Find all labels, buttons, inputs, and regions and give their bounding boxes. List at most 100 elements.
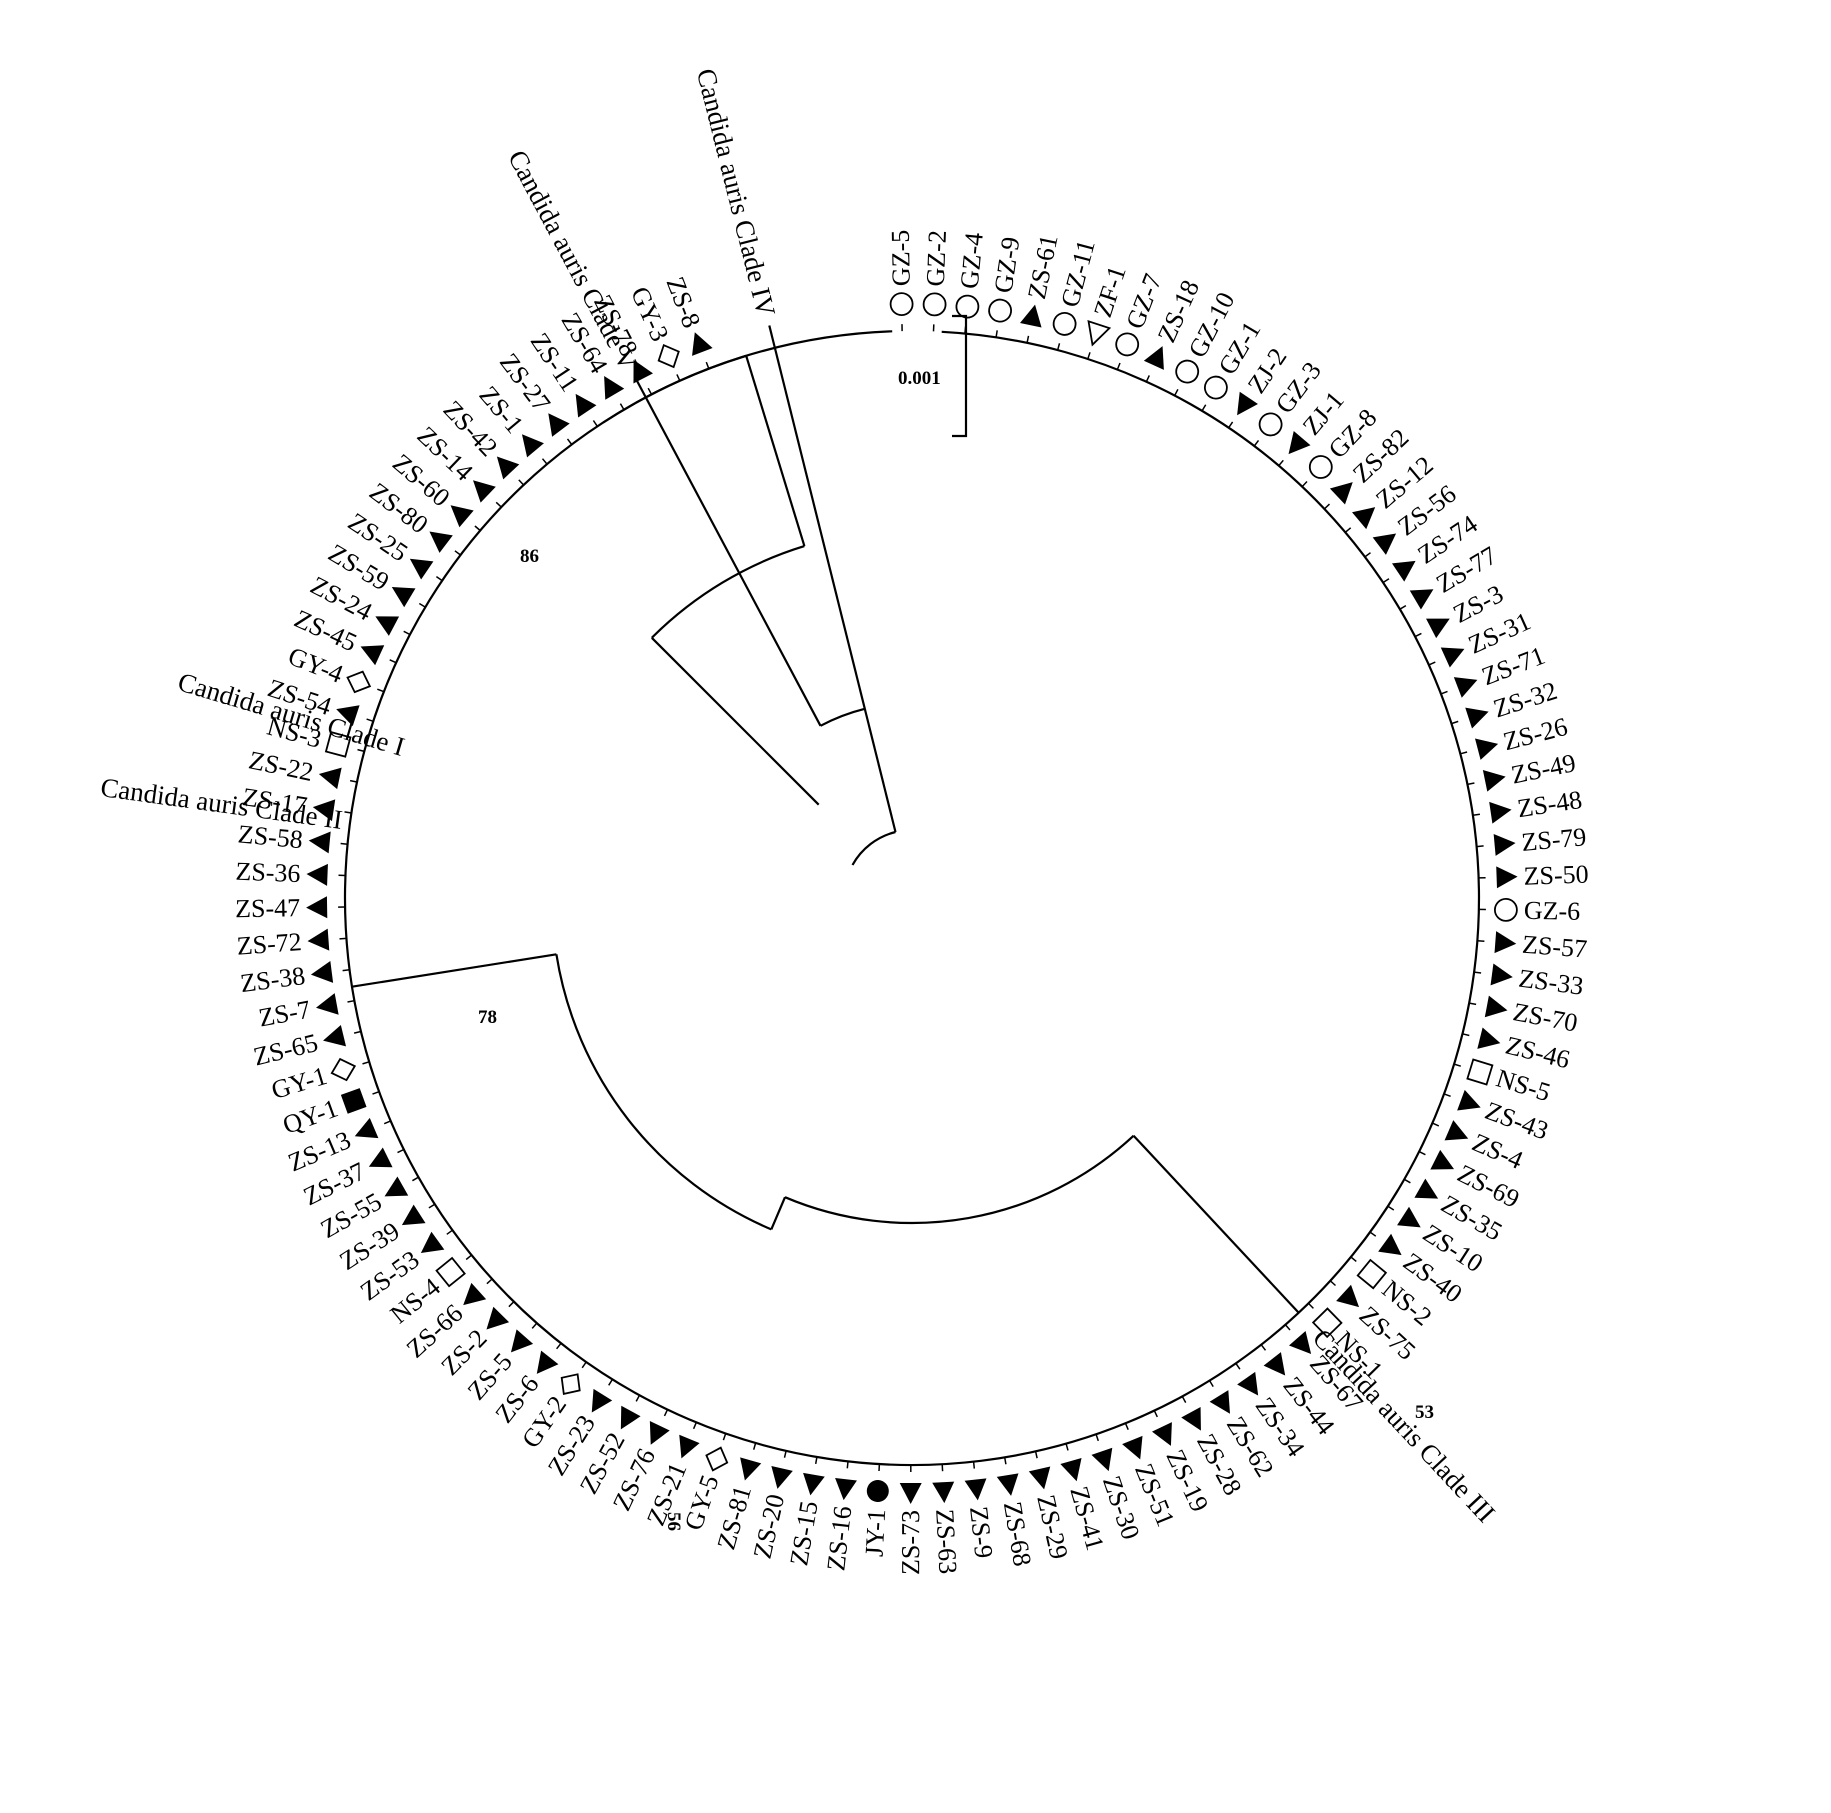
scale-bar-label: 0.001: [898, 368, 941, 389]
leaf-marker: [435, 1256, 466, 1288]
leaf-label: ZS-15: [784, 1499, 824, 1568]
leaf-marker: [346, 670, 372, 694]
clade-i-tip-arc: [602, 330, 893, 424]
leaf-tick-marks: [338, 324, 1486, 1472]
leaf-marker: [1143, 346, 1164, 370]
leaf-marker: [354, 1117, 379, 1139]
leaf-tick: [1414, 632, 1422, 638]
clade-v-branch: [634, 376, 822, 727]
bootstrap-56: 56: [663, 1512, 684, 1531]
leaf-tick: [1440, 690, 1448, 695]
leaf-marker: [740, 1457, 762, 1481]
leaf-marker: [536, 1350, 559, 1374]
leaf-tick: [1344, 527, 1352, 533]
clade-ii-stem: [351, 953, 557, 988]
clade-iii-join: [770, 1196, 787, 1230]
leaf-marker: [560, 1373, 581, 1396]
leaf-tick: [1235, 1362, 1241, 1370]
leaf-marker: [1237, 1371, 1259, 1396]
leaf-marker: [835, 1478, 857, 1501]
leaf-label: ZS-79: [1520, 822, 1587, 857]
leaf-tick: [1323, 503, 1331, 510]
tree-branches: [343, 325, 1481, 1467]
leaf-tick: [1467, 782, 1475, 786]
leaf-tick: [1201, 404, 1207, 412]
leaf-marker: [308, 831, 331, 854]
leaf-tick: [372, 1090, 380, 1095]
leaf-marker: [1308, 455, 1333, 479]
leaf-marker: [1352, 507, 1376, 530]
leaf-marker: [649, 1421, 670, 1445]
leaf-marker: [1440, 647, 1465, 668]
leaf-tick: [1382, 578, 1390, 584]
leaf-tick: [418, 602, 426, 608]
leaf-marker: [473, 480, 496, 503]
leaf-marker: [307, 928, 330, 951]
leaf-label: ZS-20: [748, 1491, 791, 1561]
leaf-tick: [1403, 1178, 1411, 1184]
leaf-tick: [647, 387, 653, 395]
leaf-marker: [1152, 1422, 1172, 1446]
leaf-marker: [866, 1480, 889, 1502]
clade-iv-label: Candida auris Clade IV: [691, 66, 782, 320]
leaf-tick: [362, 1061, 370, 1065]
leaf-marker: [306, 896, 328, 919]
leaf-label: ZS-7: [256, 995, 312, 1033]
leaf-tick: [344, 811, 352, 814]
leaf-label: ZS-9: [964, 1505, 998, 1560]
leaf-tick: [995, 330, 998, 338]
bootstrap-86: 86: [520, 546, 539, 567]
leaf-markers: [306, 292, 1518, 1504]
leaf-tick: [1477, 940, 1485, 943]
leaf-label: GZ-9: [988, 235, 1025, 295]
leaf-marker: [899, 1482, 922, 1504]
leaf-marker: [1263, 1352, 1286, 1376]
leaf-tick: [1181, 1396, 1187, 1403]
leaf-marker: [1482, 770, 1506, 792]
leaf-tick: [1026, 335, 1030, 343]
leaf-marker: [384, 1176, 409, 1197]
leaf-marker: [1288, 1330, 1312, 1355]
leaf-marker: [1336, 1284, 1360, 1308]
leaf-marker: [315, 993, 339, 1015]
leaf-label: ZS-73: [896, 1510, 925, 1575]
leaf-tick: [1087, 352, 1091, 360]
leaf-marker: [604, 376, 625, 400]
leaf-marker: [1204, 375, 1228, 400]
leaf-tick: [1228, 421, 1234, 429]
leaf-tick: [1065, 1443, 1069, 1451]
leaf-tick: [486, 1278, 493, 1285]
leaf-marker: [1493, 833, 1516, 856]
leaf-marker: [340, 1088, 367, 1114]
leaf-tick: [972, 1461, 976, 1469]
leaf-marker: [692, 332, 713, 356]
leaf-tick: [454, 550, 461, 556]
leaf-marker: [1489, 801, 1512, 824]
leaf-label: GZ-6: [1524, 896, 1581, 926]
leaf-tick: [353, 1030, 362, 1034]
leaf-marker: [368, 1147, 393, 1168]
leaf-tick: [1472, 813, 1481, 817]
leaf-label: ZS-68: [998, 1499, 1037, 1568]
leaf-label: ZS-36: [235, 857, 301, 889]
leaf-marker: [1052, 311, 1077, 336]
bootstrap-78: 78: [478, 1007, 497, 1028]
leaf-marker: [633, 359, 654, 384]
leaf-tick: [619, 403, 625, 410]
leaf-tick: [1034, 1451, 1038, 1459]
leaf-labels: GZ-5 GZ-2 GZ-4 GZ-9ZS-61GZ-11ZF-1GZ-7ZS-18G…: [235, 230, 1589, 1575]
leaf-tick: [1443, 1093, 1451, 1098]
leaf-marker: [420, 1231, 445, 1254]
leaf-tick: [1369, 1231, 1377, 1237]
leaf-label: GZ-2: [921, 230, 952, 287]
leaf-marker: [1457, 1089, 1481, 1111]
leaf-tick: [518, 479, 525, 486]
leaf-marker: [1494, 898, 1518, 922]
leaf-tick: [403, 630, 411, 636]
leaf-tick: [435, 575, 443, 582]
leaf-label: ZS-16: [821, 1504, 857, 1572]
leaf-marker: [803, 1472, 825, 1496]
leaf-tick: [846, 1461, 849, 1469]
leaf-tick: [428, 1203, 436, 1209]
leaf-tick: [366, 718, 374, 723]
